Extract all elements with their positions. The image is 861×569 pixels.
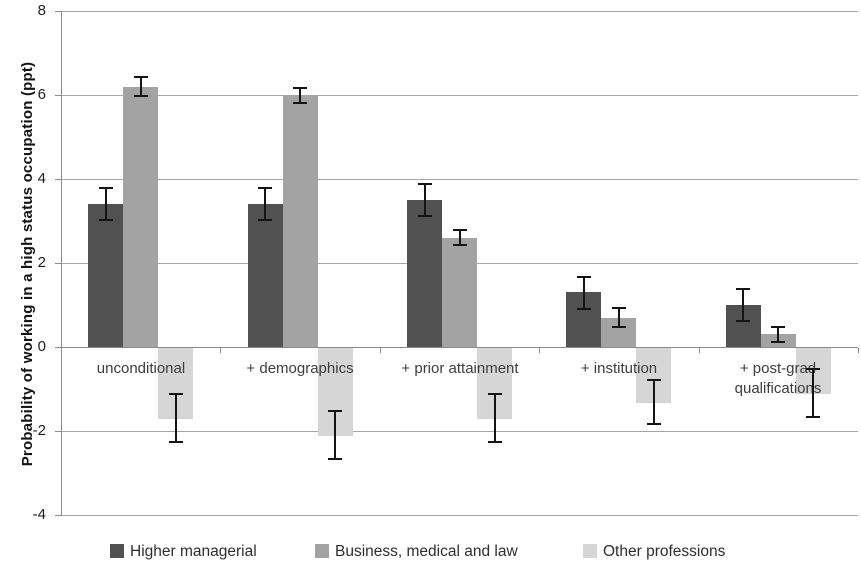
y-tick-label: 6 <box>37 86 46 103</box>
y-tick-mark <box>55 431 61 432</box>
error-bar <box>293 87 307 104</box>
error-bar <box>612 307 626 328</box>
y-tick-mark <box>55 95 61 96</box>
error-bar <box>169 393 183 443</box>
bar <box>123 87 158 347</box>
category-label: unconditional <box>96 360 186 377</box>
bar <box>407 200 442 347</box>
error-bar <box>488 393 502 443</box>
error-bar <box>418 183 432 217</box>
x-tick-mark <box>61 348 62 353</box>
error-bar <box>134 76 148 97</box>
category-label: + post-grad qualifications <box>734 360 822 397</box>
y-tick-label: 8 <box>37 2 46 19</box>
error-bar <box>577 276 591 310</box>
gridline <box>61 515 858 516</box>
error-bar-stem <box>175 393 177 443</box>
y-tick-label: 2 <box>37 254 46 271</box>
x-tick-mark <box>380 348 381 353</box>
error-bar-stem <box>299 87 301 104</box>
category-label: + demographics <box>246 360 354 377</box>
category-label: + institution <box>580 360 658 377</box>
error-bar <box>453 229 467 246</box>
y-tick-mark <box>55 347 61 348</box>
legend-label: Business, medical and law <box>335 543 518 560</box>
x-axis-line <box>61 347 858 348</box>
error-bar <box>647 379 661 425</box>
gridline <box>61 95 858 96</box>
bar <box>283 95 318 347</box>
legend-item: Higher managerial <box>110 543 257 560</box>
bar <box>248 204 283 347</box>
y-tick-mark <box>55 11 61 12</box>
y-axis-line <box>61 11 62 516</box>
legend-item: Business, medical and law <box>315 543 518 560</box>
legend-label: Other professions <box>603 543 726 560</box>
bar <box>442 238 477 347</box>
error-bar-stem <box>618 307 620 328</box>
y-tick-label: -4 <box>32 506 46 523</box>
error-bar-stem <box>742 288 744 322</box>
error-bar <box>736 288 750 322</box>
legend-swatch <box>315 544 329 558</box>
bar <box>88 204 123 347</box>
error-bar <box>771 326 785 343</box>
y-tick-mark <box>55 179 61 180</box>
gridline <box>61 11 858 12</box>
error-bar-stem <box>264 187 266 221</box>
y-tick-mark <box>55 263 61 264</box>
error-bar-stem <box>494 393 496 443</box>
error-bar-stem <box>140 76 142 97</box>
y-tick-label: 0 <box>37 338 46 355</box>
error-bar-stem <box>583 276 585 310</box>
y-tick-mark <box>55 515 61 516</box>
error-bar <box>328 410 342 460</box>
x-tick-mark <box>858 348 859 353</box>
x-tick-mark <box>220 348 221 353</box>
category-label: + prior attainment <box>401 360 519 377</box>
y-tick-label: -2 <box>32 422 46 439</box>
error-bar <box>99 187 113 221</box>
error-bar-stem <box>777 326 779 343</box>
legend-label: Higher managerial <box>130 543 257 560</box>
error-bar <box>806 368 820 418</box>
x-tick-mark <box>539 348 540 353</box>
gridline <box>61 431 858 432</box>
error-bar-stem <box>812 368 814 418</box>
error-bar-stem <box>105 187 107 221</box>
legend-swatch <box>110 544 124 558</box>
error-bar <box>258 187 272 221</box>
legend-swatch <box>583 544 597 558</box>
error-bar-stem <box>653 379 655 425</box>
y-tick-label: 4 <box>37 170 46 187</box>
error-bar-stem <box>459 229 461 246</box>
gridline <box>61 179 858 180</box>
x-tick-mark <box>699 348 700 353</box>
error-bar-stem <box>334 410 336 460</box>
legend-item: Other professions <box>583 543 726 560</box>
error-bar-stem <box>424 183 426 217</box>
